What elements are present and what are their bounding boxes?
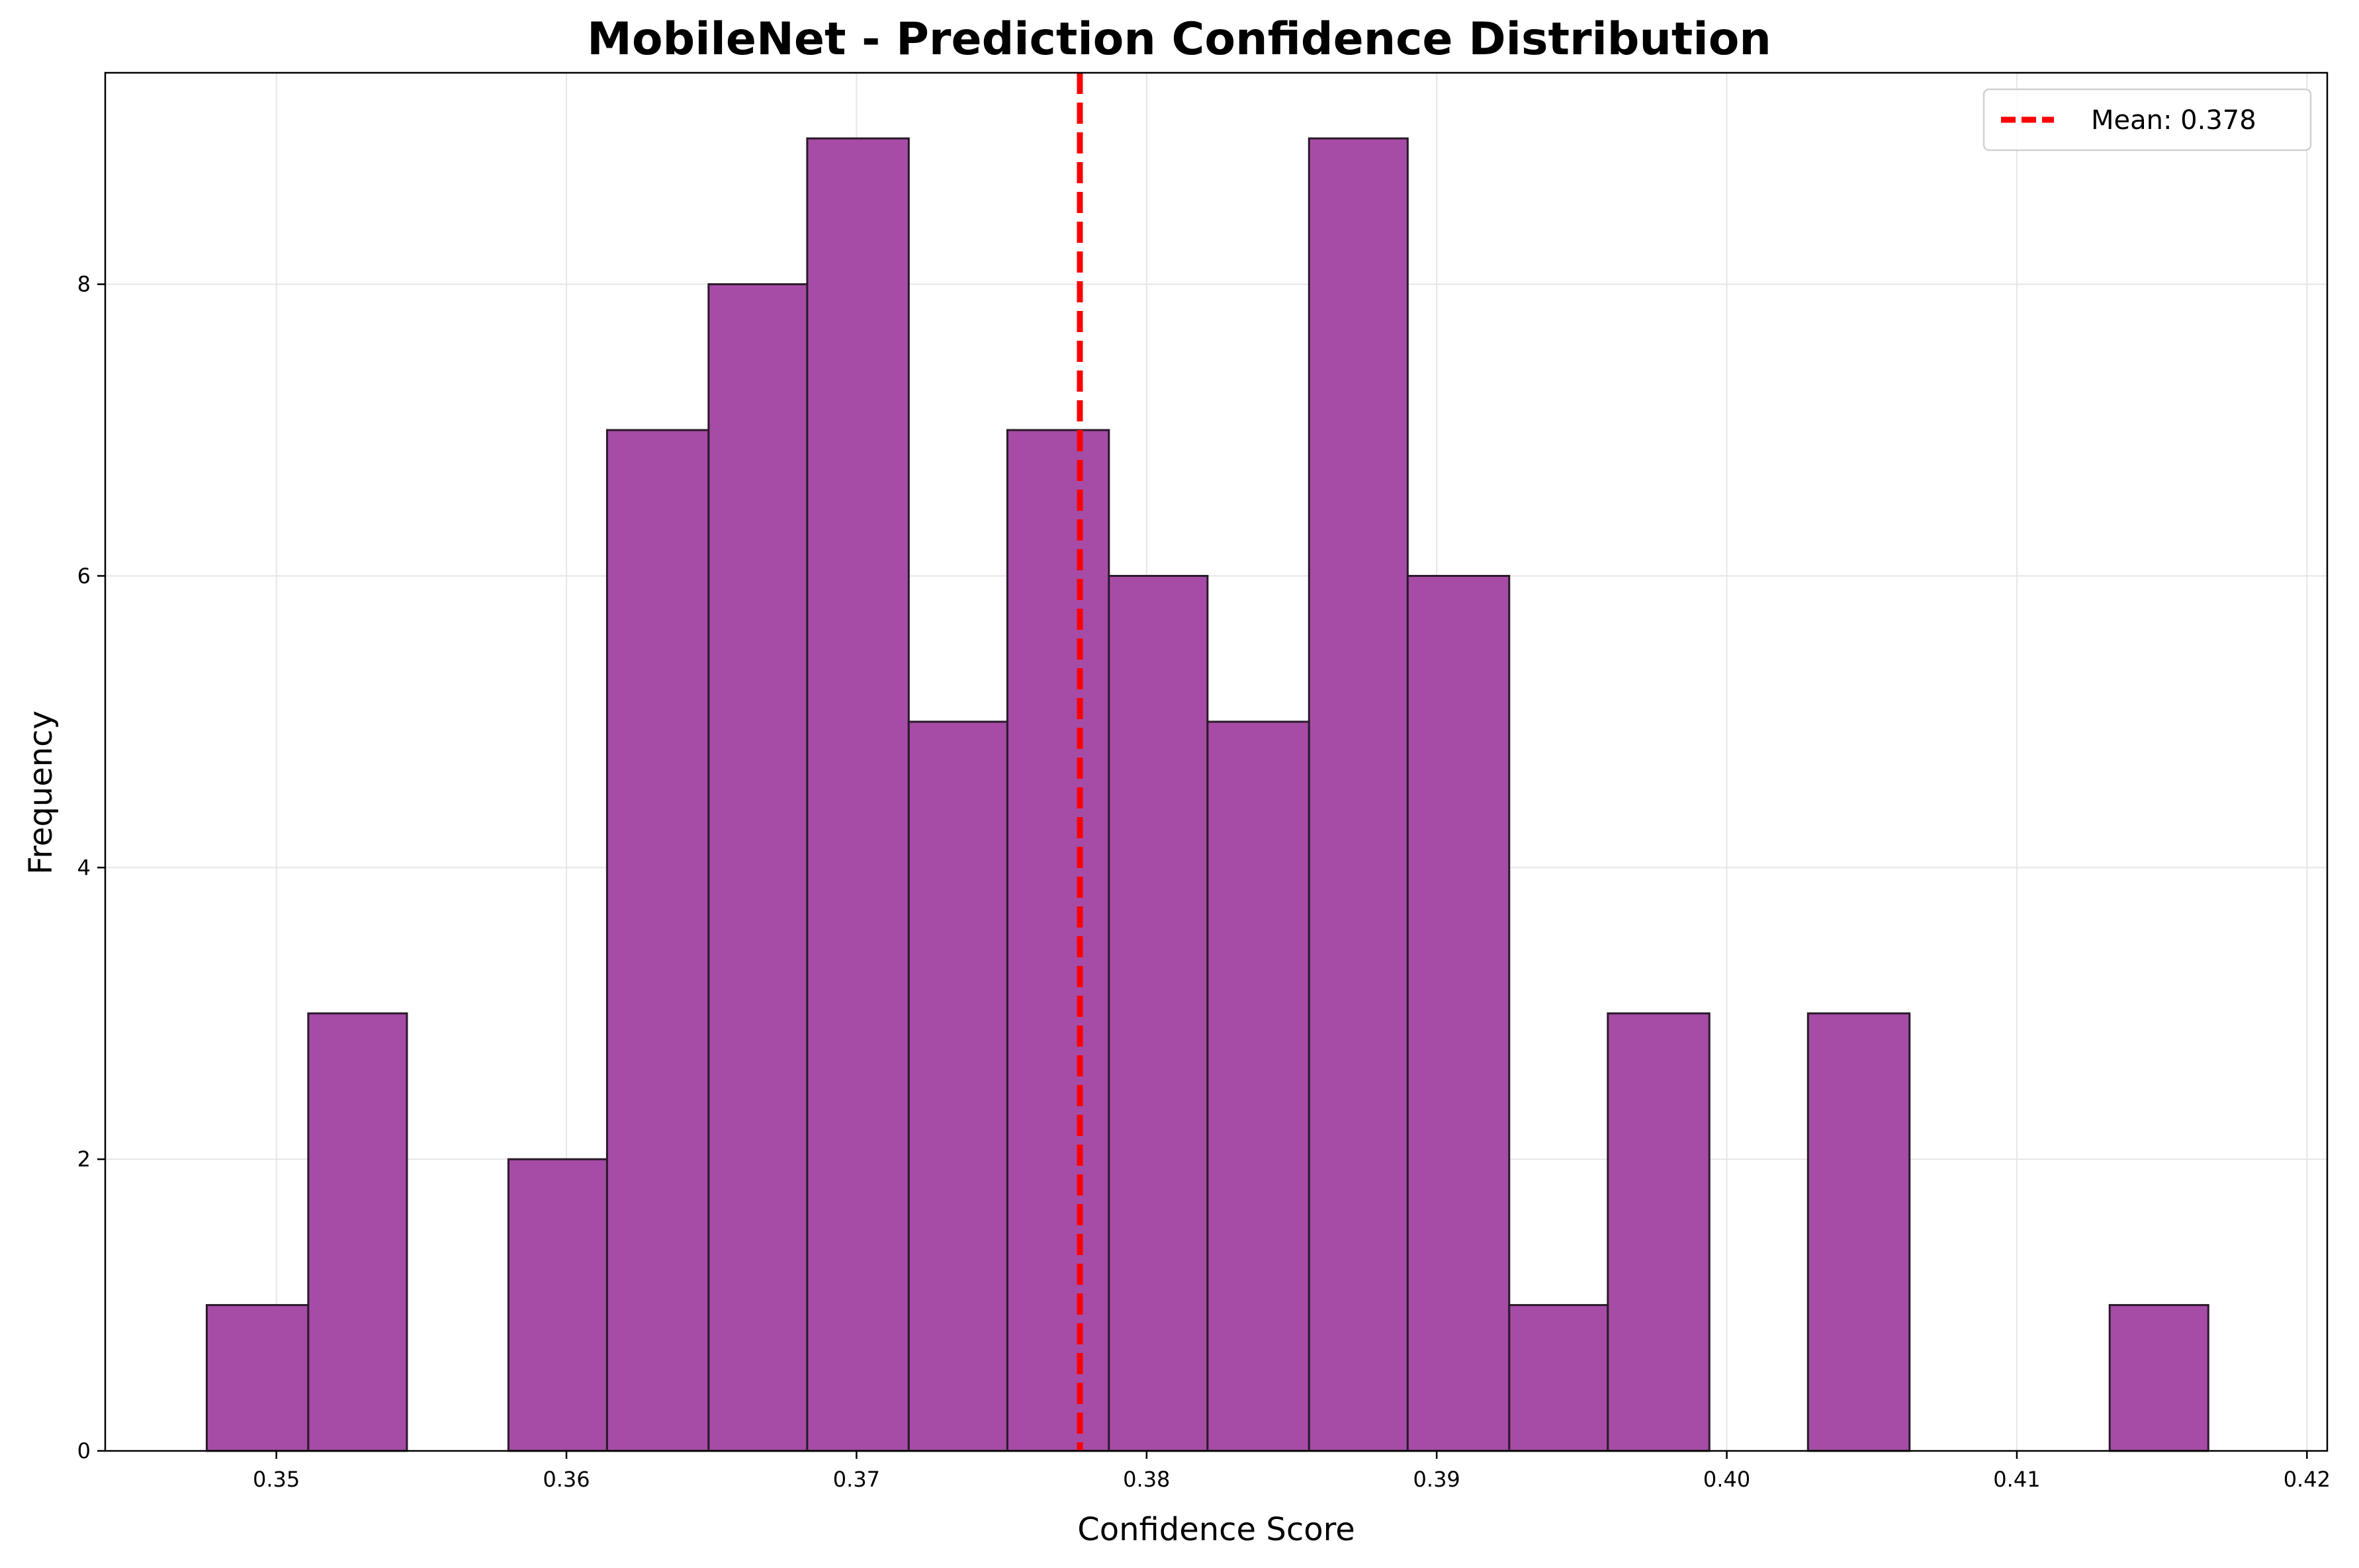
- chart-title: MobileNet - Prediction Confidence Distri…: [587, 13, 1771, 65]
- y-axis-label: Frequency: [22, 711, 60, 875]
- histogram-bar: [1206, 720, 1310, 1452]
- histogram-bar: [707, 283, 809, 1452]
- x-tick-label: 0.39: [1413, 1467, 1460, 1492]
- x-tick-label: 0.40: [1703, 1467, 1750, 1492]
- y-tick-label: 0: [77, 1438, 91, 1463]
- y-tick-label: 2: [77, 1147, 91, 1172]
- y-ticks: 0 2 4 6 8: [77, 272, 105, 1463]
- legend: Mean: 0.378: [1982, 88, 2312, 152]
- x-tick-label: 0.37: [833, 1467, 880, 1492]
- x-axis-label: Confidence Score: [1077, 1511, 1355, 1548]
- legend-box: [1982, 88, 2312, 152]
- y-tick-label: 6: [77, 563, 91, 588]
- plot-frame: [104, 71, 2329, 1452]
- y-tick-label: 8: [77, 272, 91, 297]
- x-tick-label: 0.35: [253, 1467, 300, 1492]
- histogram-bar: [1508, 1304, 1609, 1452]
- x-tick-label: 0.38: [1123, 1467, 1170, 1492]
- histogram-bar: [1406, 574, 1511, 1452]
- histogram-bar: [1006, 429, 1110, 1452]
- histogram-bars: [205, 137, 2209, 1452]
- histogram-bar: [205, 1304, 310, 1452]
- histogram-bar: [1806, 1012, 1911, 1452]
- histogram-bar: [907, 720, 1008, 1452]
- x-tick-label: 0.36: [543, 1467, 590, 1492]
- x-tick-label: 0.42: [2284, 1467, 2331, 1492]
- histogram-bar: [1108, 574, 1209, 1452]
- legend-mean-label: Mean: 0.378: [2091, 105, 2256, 136]
- x-ticks: 0.35 0.36 0.37 0.38 0.39 0.40 0.41 0.42: [253, 1451, 2331, 1492]
- histogram-bar: [507, 1158, 608, 1452]
- histogram-bar: [605, 429, 710, 1452]
- x-tick-label: 0.41: [1993, 1467, 2040, 1492]
- histogram-bar: [307, 1012, 408, 1452]
- histogram-bar: [806, 137, 910, 1452]
- histogram-bar: [2108, 1304, 2209, 1452]
- y-tick-label: 4: [77, 855, 91, 880]
- histogram-bar: [1607, 1012, 1711, 1452]
- histogram-bar: [1308, 137, 1409, 1452]
